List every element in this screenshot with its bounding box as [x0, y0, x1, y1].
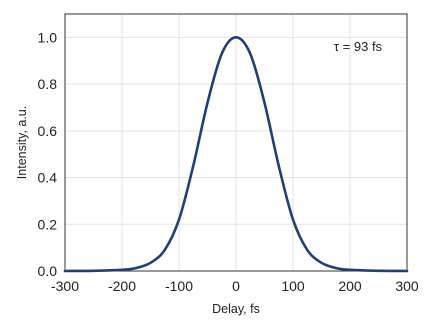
grid-lines — [65, 14, 407, 271]
y-tick-label: 0.8 — [38, 76, 58, 92]
x-axis-label: Delay, fs — [212, 302, 260, 316]
y-axis-ticks: 0.0 0.2 0.4 0.6 0.8 1.0 — [38, 29, 58, 279]
plot-frame — [64, 13, 408, 272]
x-axis-ticks: -300 -200 -100 0 100 200 300 — [51, 278, 419, 294]
y-tick-label: 1.0 — [38, 29, 58, 45]
x-tick-label: 0 — [232, 278, 240, 294]
x-tick-label: -300 — [51, 278, 79, 294]
series-line — [63, 36, 409, 273]
y-tick-label: 0.4 — [38, 170, 58, 186]
x-tick-label: -200 — [108, 278, 136, 294]
pulse-width-annotation: τ = 93 fs — [334, 39, 383, 54]
x-tick-label: 200 — [338, 278, 362, 294]
y-axis-label: Intensity, a.u. — [15, 106, 29, 179]
x-tick-label: -100 — [165, 278, 193, 294]
x-tick-label: 300 — [395, 278, 419, 294]
y-tick-label: 0.2 — [38, 216, 58, 232]
x-tick-label: 100 — [281, 278, 305, 294]
y-tick-label: 0.6 — [38, 123, 58, 139]
y-tick-label: 0.0 — [38, 263, 58, 279]
